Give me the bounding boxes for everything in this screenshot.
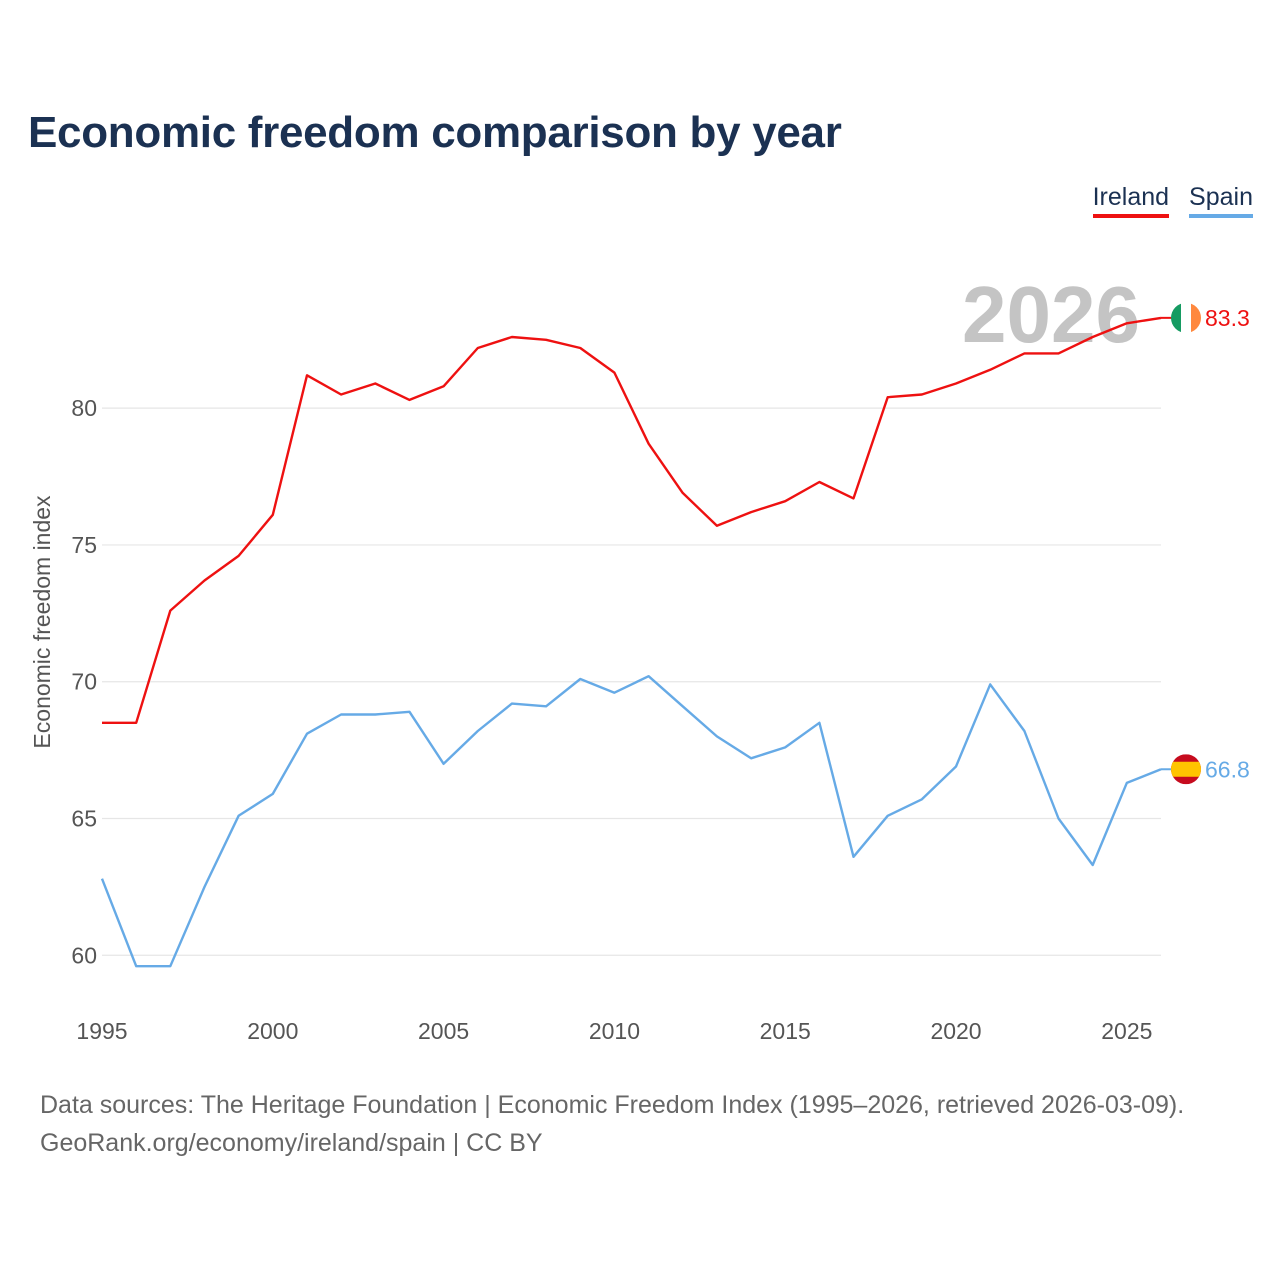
y-tick-label: 75 bbox=[71, 532, 97, 558]
chart-title: Economic freedom comparison by year bbox=[28, 108, 842, 157]
series-line-spain[interactable] bbox=[100, 675, 1162, 968]
y-axis-title: Economic freedom index bbox=[29, 495, 55, 749]
data-source-footer: Data sources: The Heritage Foundation | … bbox=[40, 1086, 1184, 1162]
ireland-flag-icon bbox=[1171, 302, 1201, 333]
x-tick-label: 1995 bbox=[76, 1018, 127, 1044]
footer-source-text: Data sources: The Heritage Foundation | … bbox=[40, 1091, 1185, 1119]
legend-item-ireland[interactable]: Ireland bbox=[1092, 182, 1170, 218]
footer-credit-text: GeoRank.org/economy/ireland/spain | CC B… bbox=[40, 1129, 543, 1157]
end-value-label-spain: 66.8 bbox=[1205, 756, 1250, 782]
x-tick-label: 2010 bbox=[589, 1018, 640, 1044]
y-tick-label: 80 bbox=[71, 395, 97, 421]
spain-flag-icon bbox=[1171, 754, 1201, 785]
x-axis-ticks: 1995 2000 2005 2010 2015 2020 2025 bbox=[76, 1018, 1152, 1044]
y-tick-label: 60 bbox=[71, 942, 97, 968]
x-tick-label: 2020 bbox=[930, 1018, 981, 1044]
series-end-markers: 83.3 66.8 bbox=[1161, 302, 1250, 785]
x-tick-label: 2000 bbox=[247, 1018, 298, 1044]
grid-lines bbox=[102, 407, 1161, 956]
year-watermark: 2026 bbox=[962, 270, 1140, 359]
end-value-label-ireland: 83.3 bbox=[1205, 305, 1250, 331]
x-tick-label: 2025 bbox=[1101, 1018, 1152, 1044]
chart-legend: Ireland Spain bbox=[1092, 182, 1253, 218]
series-line-ireland[interactable] bbox=[102, 316, 1162, 724]
y-tick-label: 65 bbox=[71, 806, 97, 832]
x-tick-label: 2015 bbox=[760, 1018, 811, 1044]
series-lines bbox=[100, 316, 1162, 968]
y-tick-label: 70 bbox=[71, 669, 97, 695]
x-tick-label: 2005 bbox=[418, 1018, 469, 1044]
y-axis-ticks: 60 65 70 75 80 bbox=[71, 395, 97, 968]
legend-item-spain[interactable]: Spain bbox=[1189, 182, 1253, 218]
